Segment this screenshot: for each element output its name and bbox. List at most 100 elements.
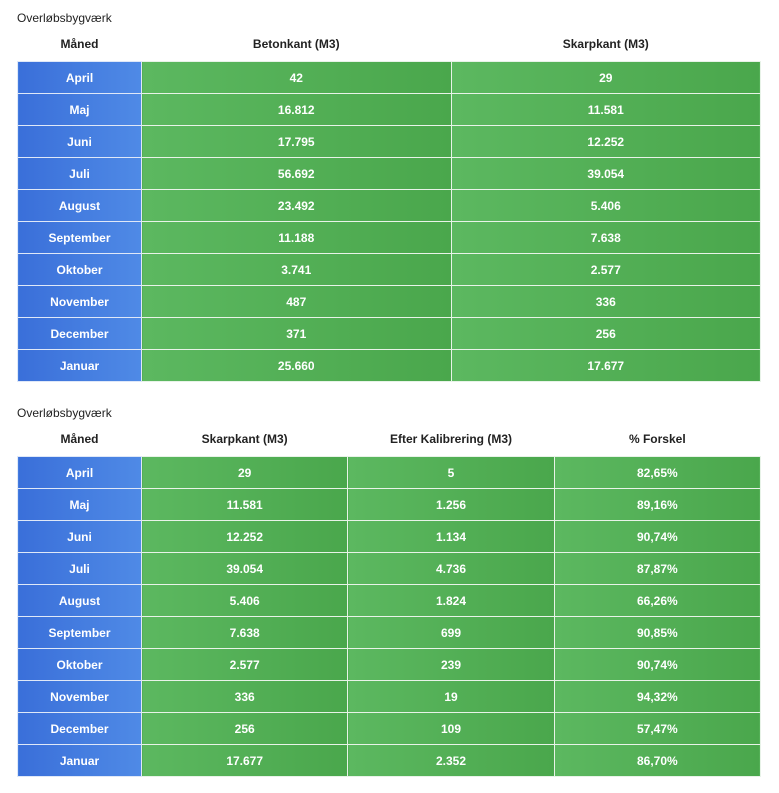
value-cell: 3.741 [141,253,452,286]
value-cell: 256 [450,317,761,350]
header-cell: Skarpkant (M3) [201,432,288,446]
month-cell: August [17,189,142,222]
value-cell: 336 [140,680,349,713]
value-cell: 7.638 [140,616,349,649]
month-cell: Juli [17,157,142,190]
value-cell: 90,74% [553,520,761,553]
table-row: December 256 109 57,47% [17,712,761,745]
table-row: Oktober 2.577 239 90,74% [17,648,761,681]
table-row: Januar 25.660 17.677 [17,349,761,382]
value-cell: 11.581 [140,488,349,521]
month-cell: Maj [17,93,142,126]
table-row: September 11.188 7.638 [17,221,761,254]
value-cell: 39.054 [140,552,349,585]
month-cell: November [17,680,142,713]
table-row: Juni 17.795 12.252 [17,125,761,158]
month-cell: April [17,456,142,489]
value-cell: 90,85% [553,616,761,649]
table-row: Januar 17.677 2.352 86,70% [17,744,761,777]
value-cell: 5 [347,456,555,489]
table-row: November 336 19 94,32% [17,680,761,713]
value-cell: 1.256 [347,488,555,521]
value-cell: 89,16% [553,488,761,521]
month-cell: August [17,584,142,617]
month-cell: Maj [17,488,142,521]
value-cell: 1.824 [347,584,555,617]
table-title: Overløbsbygværk [17,406,112,420]
value-cell: 2.577 [450,253,761,286]
value-cell: 39.054 [450,157,761,190]
value-cell: 94,32% [553,680,761,713]
header-cell: Efter Kalibrering (M3) [389,432,512,446]
value-cell: 82,65% [553,456,761,489]
month-cell: September [17,616,142,649]
value-cell: 16.812 [141,93,452,126]
month-cell: December [17,712,142,745]
value-cell: 12.252 [450,125,761,158]
header-row: Måned Betonkant (M3) Skarpkant (M3) [18,27,761,62]
table-title: Overløbsbygværk [17,11,112,25]
table-row: September 7.638 699 90,85% [17,616,761,649]
month-cell: December [17,317,142,350]
value-cell: 57,47% [553,712,761,745]
table-row: December 371 256 [17,317,761,350]
table-row: Maj 11.581 1.256 89,16% [17,488,761,521]
value-cell: 29 [450,61,761,94]
value-cell: 1.134 [347,520,555,553]
value-cell: 487 [141,285,452,318]
header-cell: Betonkant (M3) [252,37,340,51]
value-cell: 17.795 [141,125,452,158]
value-cell: 2.352 [347,744,555,777]
value-cell: 12.252 [140,520,349,553]
table-row: Juli 39.054 4.736 87,87% [17,552,761,585]
value-cell: 25.660 [141,349,452,382]
value-cell: 336 [450,285,761,318]
value-cell: 56.692 [141,157,452,190]
table-row: April 42 29 [17,61,761,94]
table-row: August 5.406 1.824 66,26% [17,584,761,617]
month-cell: Januar [17,349,142,382]
month-cell: Juni [17,125,142,158]
value-cell: 42 [141,61,452,94]
header-row: Måned Skarpkant (M3) Efter Kalibrering (M3… [18,422,761,457]
value-cell: 7.638 [450,221,761,254]
table-row: November 487 336 [17,285,761,318]
value-cell: 11.581 [450,93,761,126]
value-cell: 17.677 [450,349,761,382]
value-cell: 5.406 [140,584,349,617]
month-cell: November [17,285,142,318]
table-row: April 29 5 82,65% [17,456,761,489]
header-cell: Måned [60,37,99,51]
month-cell: Juli [17,552,142,585]
month-cell: April [17,61,142,94]
value-cell: 699 [347,616,555,649]
value-cell: 86,70% [553,744,761,777]
value-cell: 23.492 [141,189,452,222]
value-cell: 87,87% [553,552,761,585]
value-cell: 239 [347,648,555,681]
table-block: Overløbsbygværk Måned Skarpkant (M3) Efter … [17,404,761,777]
table-row: Juni 12.252 1.134 90,74% [17,520,761,553]
data-table: Måned Betonkant (M3) Skarpkant (M3) April 42… [17,27,761,382]
value-cell: 256 [140,712,349,745]
month-cell: Juni [17,520,142,553]
header-cell: % Forskel [628,432,686,446]
table-row: Juli 56.692 39.054 [17,157,761,190]
value-cell: 17.677 [140,744,349,777]
value-cell: 19 [347,680,555,713]
table-row: Maj 16.812 11.581 [17,93,761,126]
header-cell: Skarpkant (M3) [562,37,649,51]
value-cell: 29 [140,456,349,489]
table-row: August 23.492 5.406 [17,189,761,222]
value-cell: 2.577 [140,648,349,681]
value-cell: 66,26% [553,584,761,617]
month-cell: Januar [17,744,142,777]
month-cell: Oktober [17,648,142,681]
value-cell: 11.188 [141,221,452,254]
table-row: Oktober 3.741 2.577 [17,253,761,286]
value-cell: 90,74% [553,648,761,681]
value-cell: 5.406 [450,189,761,222]
table-block: Overløbsbygværk Måned Betonkant (M3) Skarpk… [17,9,761,382]
month-cell: September [17,221,142,254]
